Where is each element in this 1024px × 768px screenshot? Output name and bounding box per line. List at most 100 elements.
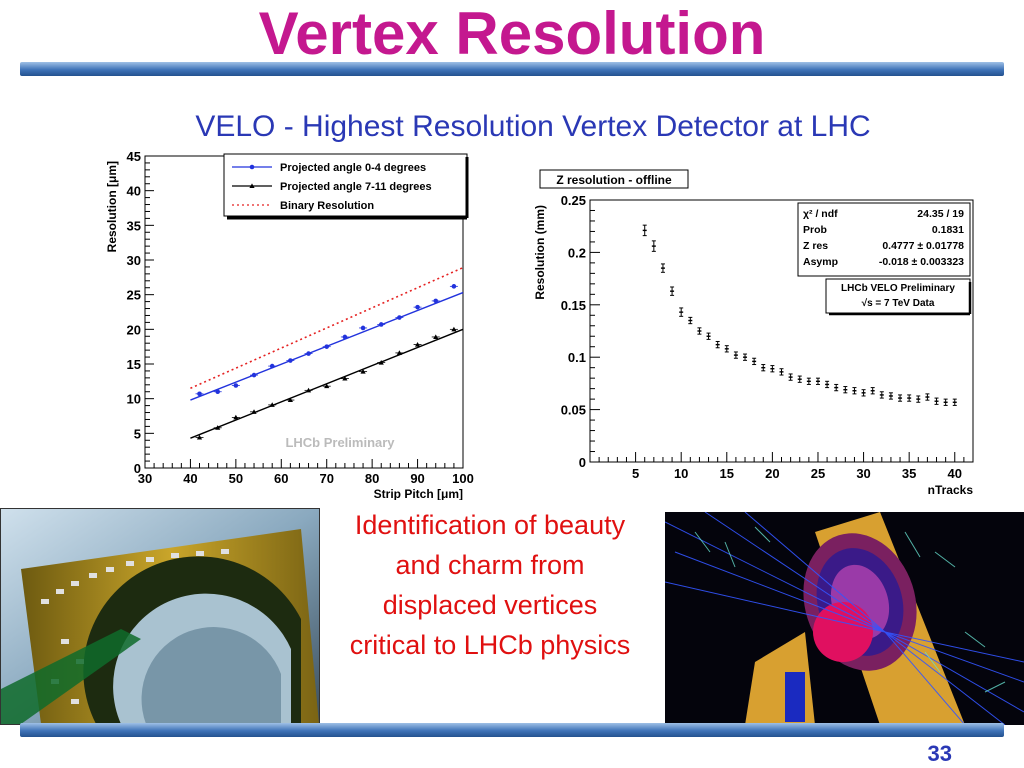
y-tick-label: 0 xyxy=(134,461,141,476)
stats-label: Prob xyxy=(803,224,827,236)
series-2-point xyxy=(251,409,257,414)
series-2-point xyxy=(287,397,293,403)
stats-value: 0.4777 ± 0.01778 xyxy=(882,240,964,252)
y-tick-label: 40 xyxy=(127,184,141,199)
y-axis-label: Resolution (mm) xyxy=(533,205,547,300)
x-tick-label: 35 xyxy=(902,466,916,481)
chart-legend: Projected angle 0-4 degrees Projected ang… xyxy=(223,153,469,220)
series-1-point xyxy=(215,389,220,395)
x-tick-label: 10 xyxy=(674,466,688,481)
y-tick-label: 15 xyxy=(127,357,141,372)
slide-bullet-text: Identification of beauty and charm from … xyxy=(349,510,631,660)
slide-title: Vertex Resolution xyxy=(258,0,766,67)
legend-label: Binary Resolution xyxy=(280,200,374,212)
series-2-point xyxy=(360,369,366,374)
y-axis-label: Resolution [μm] xyxy=(105,161,119,252)
slide-subtitle: VELO - Highest Resolution Vertex Detecto… xyxy=(195,110,871,143)
x-axis-label: Strip Pitch [μm] xyxy=(374,487,463,500)
series-2-point xyxy=(451,326,457,332)
x-tick-label: 80 xyxy=(365,471,379,486)
x-tick-label: 100 xyxy=(452,471,474,486)
strip-pitch-resolution-chart: 0 5 10 15 20 25 30 35 40 45 30 40 50 60 70 80 90 100Strip… xyxy=(105,149,474,500)
series-1-point xyxy=(360,325,366,331)
preliminary-label-box: LHCb VELO Preliminary √s = 7 TeV Data xyxy=(825,278,972,316)
y-tick-label: 0.1 xyxy=(568,350,586,365)
stats-label: Z res xyxy=(803,240,828,252)
stats-value: 0.1831 xyxy=(932,224,964,236)
y-tick-label: 0.2 xyxy=(568,245,586,260)
label-box-line: LHCb VELO Preliminary xyxy=(841,283,955,294)
chart-watermark: LHCb Preliminary xyxy=(285,435,395,450)
legend-box xyxy=(223,153,468,217)
series-1-point xyxy=(415,304,420,310)
y-tick-label: 0.25 xyxy=(561,193,586,208)
series-1-point xyxy=(251,372,257,378)
x-tick-label: 40 xyxy=(948,466,962,481)
legend-swatch-marker xyxy=(249,164,255,170)
x-tick-label: 5 xyxy=(632,466,639,481)
x-tick-label: 40 xyxy=(183,471,197,486)
series-1-point xyxy=(197,391,202,397)
y-tick-label: 45 xyxy=(127,149,141,164)
stats-label: Asymp xyxy=(803,256,838,268)
x-tick-label: 20 xyxy=(765,466,779,481)
y-tick-label: 30 xyxy=(127,253,141,268)
x-tick-label: 70 xyxy=(319,471,333,486)
series-1-point xyxy=(342,334,348,340)
series-1-point xyxy=(288,358,293,363)
series-2-point xyxy=(215,425,221,430)
y-tick-label: 5 xyxy=(134,426,141,441)
y-tick-label: 25 xyxy=(127,288,141,303)
x-tick-label: 30 xyxy=(856,466,870,481)
series-2-point xyxy=(378,360,384,365)
series-2-point xyxy=(269,402,275,407)
velo-module-photo xyxy=(0,508,320,725)
series-1-point xyxy=(269,363,275,369)
series-1-point xyxy=(451,284,457,289)
page-number: 33 xyxy=(927,741,952,766)
x-axis-label: nTracks xyxy=(928,483,974,497)
series-2-point xyxy=(305,387,312,393)
stats-value: -0.018 ± 0.003323 xyxy=(879,256,964,268)
y-tick-label: 0 xyxy=(579,455,586,470)
z-resolution-chart: Z resolution - offline 0 0.05 0.1 0.15 0.2 0.2… xyxy=(533,169,974,497)
x-tick-label: 30 xyxy=(138,471,152,486)
stats-label: χ² / ndf xyxy=(803,208,838,220)
series-1-point xyxy=(433,298,439,304)
y-tick-label: 10 xyxy=(127,392,141,407)
x-tick-label: 50 xyxy=(229,471,243,486)
x-tick-label: 25 xyxy=(811,466,825,481)
label-box-line: √s = 7 TeV Data xyxy=(862,298,935,309)
series-1-point xyxy=(233,383,239,388)
title-divider xyxy=(20,62,1004,76)
y-tick-label: 20 xyxy=(127,322,141,337)
legend-label: Projected angle 7-11 degrees xyxy=(280,181,432,193)
series-2-point xyxy=(233,414,239,420)
series-2-point xyxy=(342,375,348,381)
series-2-point xyxy=(324,383,330,389)
x-tick-label: 15 xyxy=(720,466,734,481)
stats-box-frame xyxy=(797,202,971,277)
x-tick-label: 60 xyxy=(274,471,288,486)
x-tick-label: 90 xyxy=(410,471,424,486)
series-2-point xyxy=(396,350,402,355)
series-1-point xyxy=(378,322,384,327)
chart-title: Z resolution - offline xyxy=(556,173,672,187)
stats-value: 24.35 / 19 xyxy=(917,208,964,220)
series-2-point xyxy=(433,334,439,339)
series-1-point xyxy=(306,351,311,356)
footer-divider xyxy=(20,723,1004,737)
legend-label: Projected angle 0-4 degrees xyxy=(280,162,426,174)
series-2-point xyxy=(414,341,421,347)
chart-title-box xyxy=(539,169,689,189)
y-tick-label: 35 xyxy=(127,218,141,233)
series-1-point xyxy=(324,344,330,349)
y-tick-label: 0.15 xyxy=(561,298,586,313)
fit-stats-box: χ² / ndf 24.35 / 19 Prob 0.1831 Z res 0.4777 … xyxy=(797,202,971,277)
label-box-frame xyxy=(825,278,971,314)
series-2-point xyxy=(196,434,203,440)
series-1-point xyxy=(397,315,402,320)
legend-swatch-marker xyxy=(249,183,255,188)
y-tick-label: 0.05 xyxy=(561,403,586,418)
event-display-render xyxy=(665,512,1024,725)
